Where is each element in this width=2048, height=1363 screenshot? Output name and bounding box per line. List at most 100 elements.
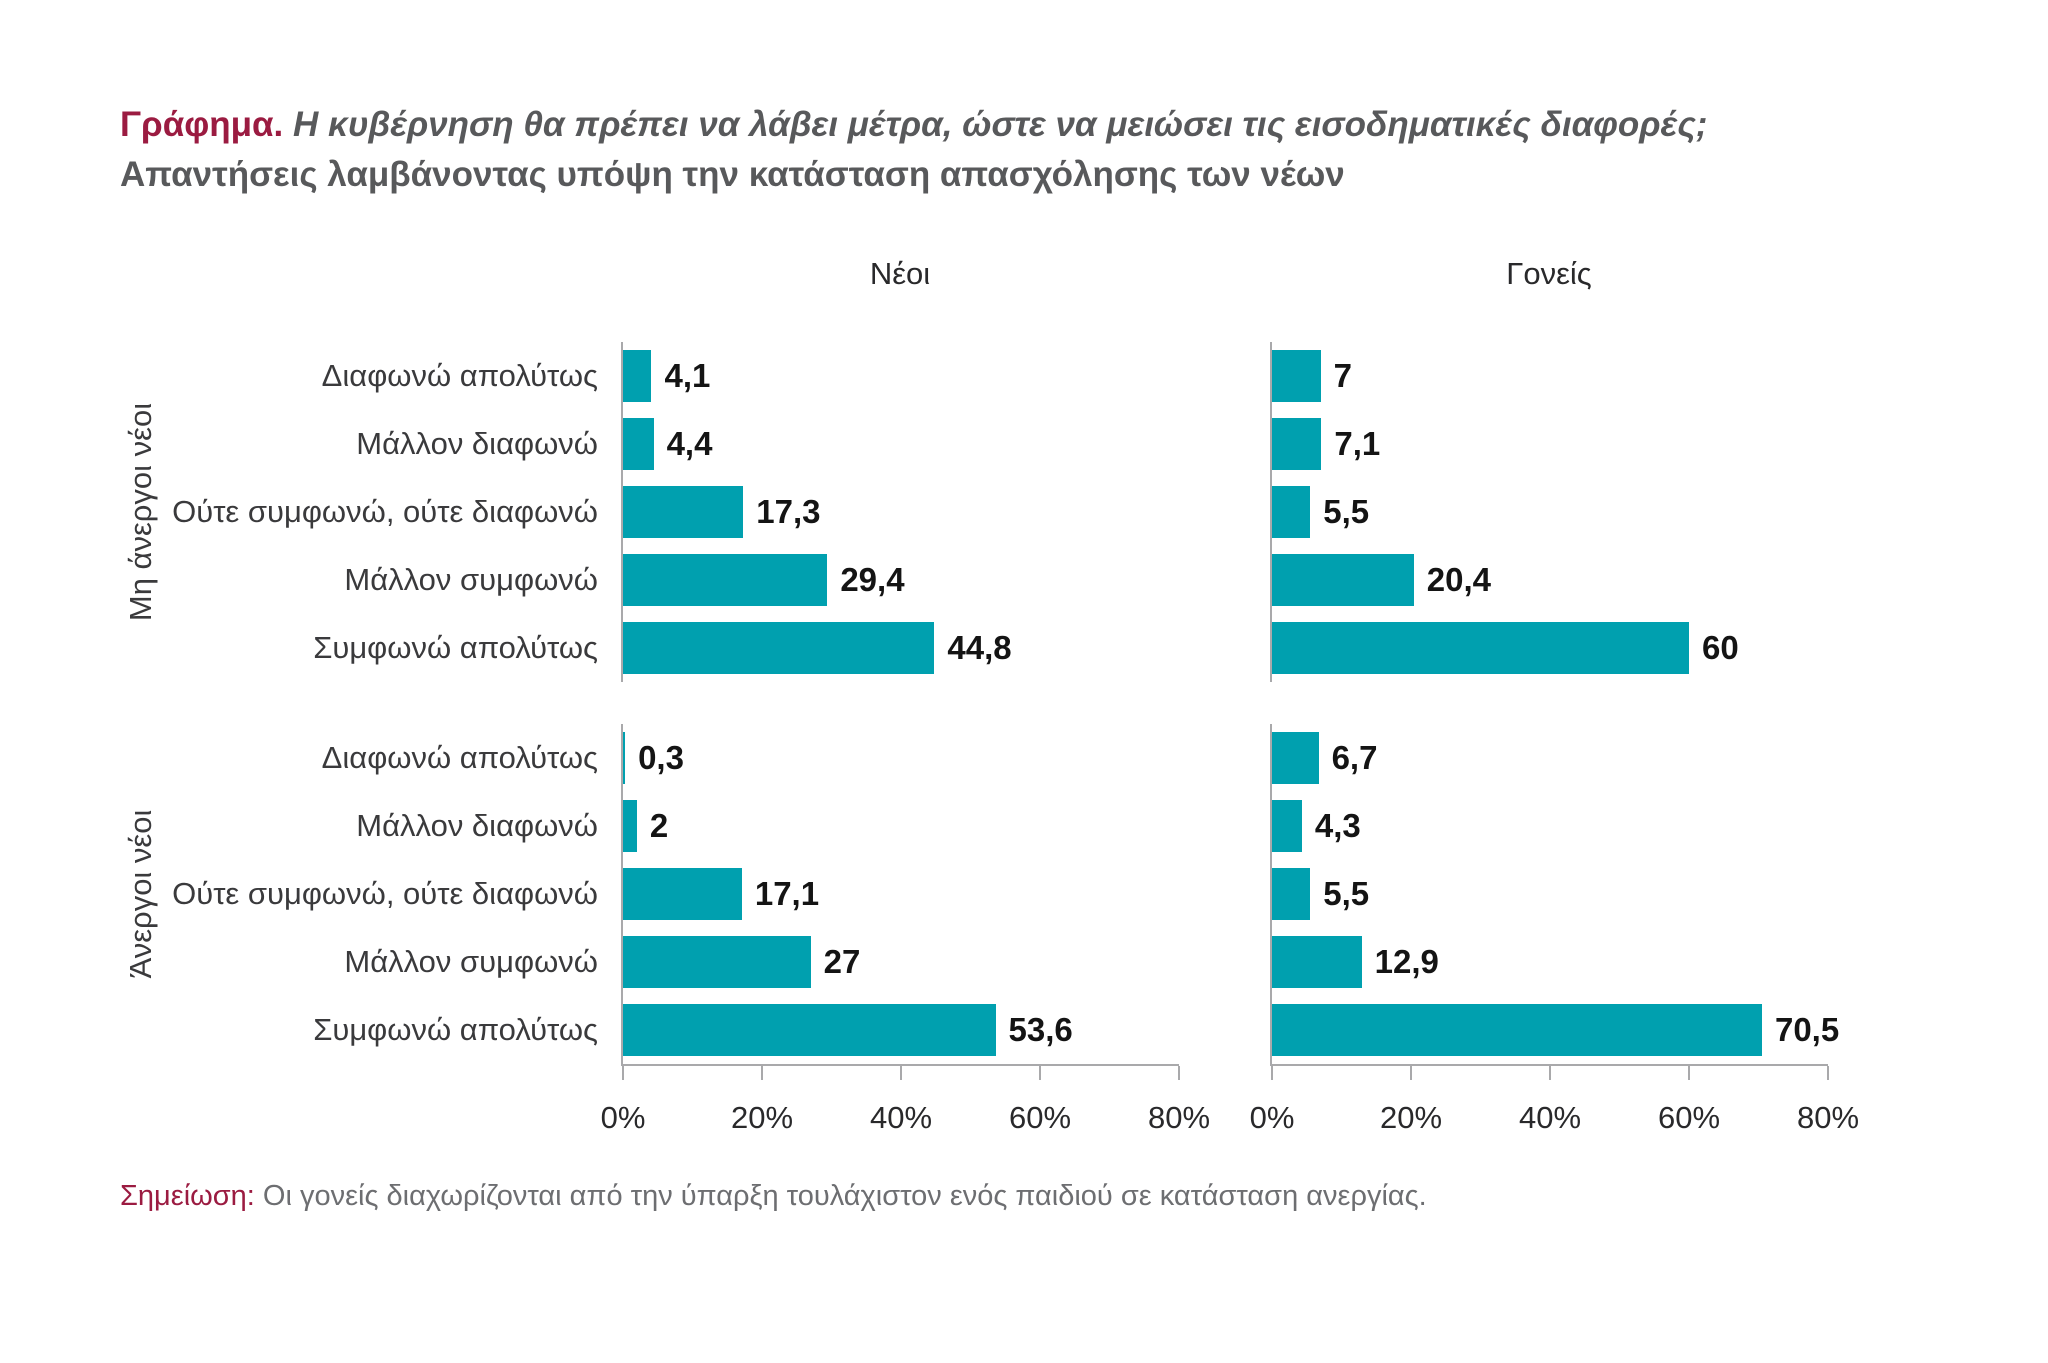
bar xyxy=(623,1004,996,1056)
bar xyxy=(623,868,742,920)
bar-value-label: 4,4 xyxy=(666,425,713,462)
bar-value-label: 6,7 xyxy=(1331,739,1378,776)
x-axis-tick xyxy=(1178,1066,1180,1080)
bar xyxy=(623,486,744,538)
bar-row: 4,3 xyxy=(1272,792,1828,860)
x-axis-tick xyxy=(1410,1066,1412,1080)
bar-value-label: 27 xyxy=(823,943,861,980)
bar xyxy=(1272,554,1414,606)
x-axis-tick xyxy=(1688,1066,1690,1080)
bar xyxy=(1272,1004,1762,1056)
bar-value-label: 17,1 xyxy=(754,875,820,912)
category-label: Μάλλον διαφωνώ xyxy=(356,808,598,843)
bar-value-label: 4,3 xyxy=(1314,807,1361,844)
bar-value-label: 5,5 xyxy=(1323,493,1370,530)
x-axis-tick-label: 0% xyxy=(1249,1100,1295,1135)
footnote-prefix: Σημείωση: xyxy=(120,1180,255,1212)
x-axis-tick xyxy=(761,1066,763,1080)
bar-row: 29,4 xyxy=(623,546,1179,614)
category-labels-group1: Διαφωνώ απολύτως Μάλλον διαφωνώ Ούτε συμ… xyxy=(120,342,598,682)
bar-value-label: 17,3 xyxy=(756,493,821,530)
chart-title: Γράφημα. Η κυβέρνηση θα πρέπει να λάβει … xyxy=(120,100,1920,200)
footnote-text: Οι γονείς διαχωρίζονται από την ύπαρξη τ… xyxy=(254,1180,1427,1212)
plot-track-youth-group2: 0,3 2 17,1 27 53,6 0% 20% 40% 60% 80% xyxy=(601,724,1210,1135)
category-label: Μάλλον συμφωνώ xyxy=(344,944,598,979)
bar xyxy=(1272,800,1302,852)
bar-row: 2 xyxy=(623,792,1179,860)
panel-header-parents: Γονείς xyxy=(1506,256,1592,291)
bar xyxy=(623,800,637,852)
bar-row: 44,8 xyxy=(623,614,1179,682)
spacer xyxy=(598,724,621,1066)
bar-row: 7,1 xyxy=(1272,410,1828,478)
bar xyxy=(1272,868,1311,920)
x-axis-tick-label: 40% xyxy=(869,1100,933,1135)
bar-value-label: 7,1 xyxy=(1334,425,1381,462)
x-axis-tick-label: 40% xyxy=(1518,1100,1582,1135)
category-label: Διαφωνώ απολύτως xyxy=(321,740,598,775)
x-axis-tick-label: 20% xyxy=(1379,1100,1443,1135)
bar-value-label: 4,1 xyxy=(664,357,711,394)
plot-track-parents-group2: 6,7 4,3 5,5 12,9 70,5 0% 20% 40% 60% 80% xyxy=(1250,724,1859,1135)
group-row-unemployed: Διαφωνώ απολύτως Μάλλον διαφωνώ Ούτε συμ… xyxy=(120,724,1859,1135)
bar-value-label: 12,9 xyxy=(1374,943,1439,980)
category-label: Μάλλον διαφωνώ xyxy=(356,426,598,461)
bar-row: 5,5 xyxy=(1272,860,1828,928)
plot-track-parents-group1: 7 7,1 5,5 20,4 60 xyxy=(1270,342,1828,682)
x-axis-tick-label: 20% xyxy=(730,1100,794,1135)
category-label: Συμφωνώ απολύτως xyxy=(313,1012,598,1047)
x-axis-tick xyxy=(622,1066,624,1080)
spacer xyxy=(1179,342,1270,682)
bar-row: 27 xyxy=(623,928,1179,996)
bar xyxy=(1272,622,1689,674)
x-axis-tick-label: 60% xyxy=(1657,1100,1721,1135)
spacer xyxy=(598,342,621,682)
category-label: Μάλλον συμφωνώ xyxy=(344,562,598,597)
bar xyxy=(1272,936,1362,988)
bar xyxy=(623,554,828,606)
bar-chart: Διαφωνώ απολύτως Μάλλον διαφωνώ Ούτε συμ… xyxy=(120,342,1859,1135)
plot-track-youth-group1: 4,1 4,4 17,3 29,4 44,8 xyxy=(621,342,1179,682)
bar-row: 4,1 xyxy=(623,342,1179,410)
bar-value-label: 2 xyxy=(649,807,669,844)
x-axis-tick xyxy=(900,1066,902,1080)
bar-value-label: 0,3 xyxy=(638,739,684,776)
spacer xyxy=(1179,724,1270,1066)
bar-row: 6,7 xyxy=(1272,724,1828,792)
bar xyxy=(1272,418,1322,470)
bar-row: 60 xyxy=(1272,614,1828,682)
bar-row: 4,4 xyxy=(623,410,1179,478)
bar-value-label: 60 xyxy=(1702,629,1739,666)
x-axis-tick xyxy=(1039,1066,1041,1080)
bar-row: 5,5 xyxy=(1272,478,1828,546)
bar xyxy=(623,936,811,988)
x-axis-tick-label: 0% xyxy=(600,1100,646,1135)
bar-row: 20,4 xyxy=(1272,546,1828,614)
category-label: Ούτε συμφωνώ, ούτε διαφωνώ xyxy=(172,494,598,529)
bar-row: 7 xyxy=(1272,342,1828,410)
category-label: Ούτε συμφωνώ, ούτε διαφωνώ xyxy=(172,876,598,911)
panel-header-youth: Νέοι xyxy=(869,256,931,291)
bar xyxy=(623,622,935,674)
bar xyxy=(1272,350,1321,402)
x-axis-tick xyxy=(1549,1066,1551,1080)
x-axis-tick-label: 80% xyxy=(1796,1100,1860,1135)
chart-title-prefix: Γράφημα. xyxy=(120,105,284,144)
bar-value-label: 44,8 xyxy=(947,629,1012,666)
footnote: Σημείωση: Οι γονείς διαχωρίζονται από τη… xyxy=(120,1180,1427,1213)
bar xyxy=(1272,486,1311,538)
x-axis-tick-label: 60% xyxy=(1008,1100,1072,1135)
x-axis-tick xyxy=(1271,1066,1273,1080)
bar-value-label: 5,5 xyxy=(1323,875,1370,912)
bar-value-label: 20,4 xyxy=(1426,561,1491,598)
chart-title-question: Η κυβέρνηση θα πρέπει να λάβει μέτρα, ώσ… xyxy=(283,105,1708,144)
bar-value-label: 53,6 xyxy=(1008,1011,1073,1048)
bar-row: 17,1 xyxy=(623,860,1179,928)
bar-value-label: 70,5 xyxy=(1774,1011,1840,1048)
bar-row: 70,5 xyxy=(1272,996,1839,1064)
bar xyxy=(623,350,652,402)
group-row-non-unemployed: Διαφωνώ απολύτως Μάλλον διαφωνώ Ούτε συμ… xyxy=(120,342,1828,682)
bar xyxy=(623,732,626,784)
bar-row: 0,3 xyxy=(623,724,1179,792)
